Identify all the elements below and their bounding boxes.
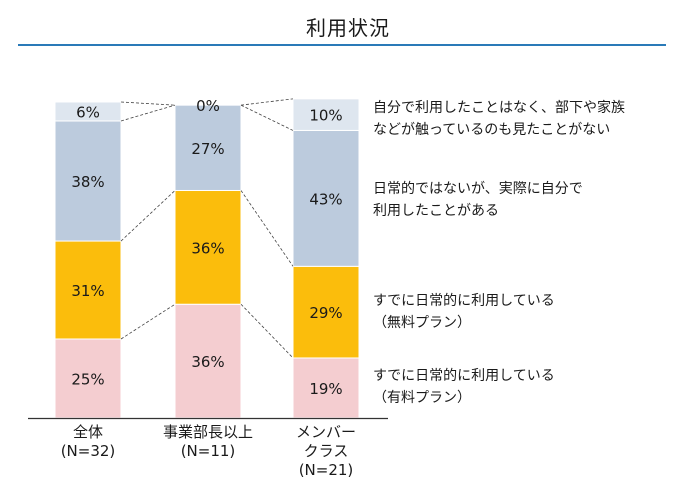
data-label-managers-not-used: 0% (196, 97, 220, 115)
connector-line (120, 303, 176, 340)
bar-segment-members-daily-free (292, 265, 360, 359)
bar-segment-members-used-occasionally (292, 129, 360, 267)
data-label-all-daily-paid: 25% (71, 371, 104, 389)
connector-line (120, 101, 176, 106)
bar-segment-members-daily-paid (292, 357, 360, 419)
category-label-managers: 事業部長以上 (N=11) (148, 423, 268, 461)
connector-line (120, 104, 176, 122)
data-label-members-used-occasionally: 43% (309, 190, 342, 208)
category-label-members: メンバー クラス (N=21) (266, 423, 386, 480)
connector-line (240, 190, 294, 267)
category-label-line: クラス (303, 442, 349, 460)
category-label-line: (N=21) (298, 461, 354, 479)
legend-label-used-occasionally: 日常的ではないが、実際に自分で 利用したことがある (373, 181, 583, 219)
bar-segment-all-daily-paid (54, 338, 122, 419)
data-label-members-daily-paid: 19% (309, 380, 342, 398)
data-label-members-daily-free: 29% (309, 304, 342, 322)
data-label-managers-daily-paid: 36% (191, 353, 224, 371)
data-label-all-not-used: 6% (76, 103, 100, 121)
bar-segment-managers-daily-free (174, 189, 242, 305)
data-label-managers-daily-free: 36% (191, 239, 224, 257)
connector-line (240, 104, 294, 131)
category-label-line: (N=11) (180, 442, 236, 460)
data-label-members-not-used: 10% (309, 107, 342, 125)
data-label-all-used-occasionally: 38% (71, 173, 104, 191)
bar-segment-all-not-used (54, 101, 122, 122)
legend-label-daily-paid: すでに日常的に利用している （有料プラン） (373, 368, 555, 406)
title-underline (18, 44, 666, 46)
category-label-line: メンバー (295, 423, 356, 441)
bar-segment-members-not-used (292, 98, 360, 131)
category-label-line: (N=32) (60, 442, 116, 460)
category-label-line: 事業部長以上 (162, 423, 253, 441)
category-label-all: 全体 (N=32) (28, 423, 148, 461)
legend-label-daily-free: すでに日常的に利用している （無料プラン） (373, 293, 555, 331)
connector-line (240, 303, 294, 359)
connector-line (240, 98, 294, 106)
connector-line (120, 190, 176, 242)
data-label-all-daily-free: 31% (71, 282, 104, 300)
chart-title: 利用状況 (306, 16, 390, 40)
bar-segment-managers-used-occasionally (174, 104, 242, 191)
bar-segment-all-daily-free (54, 240, 122, 340)
data-label-managers-used-occasionally: 27% (191, 140, 224, 158)
bar-segment-all-used-occasionally (54, 120, 122, 242)
category-label-line: 全体 (72, 423, 103, 441)
legend-label-not-used: 自分で利用したことはなく、部下や家族 などが触っているのも見たことがない (373, 100, 625, 138)
